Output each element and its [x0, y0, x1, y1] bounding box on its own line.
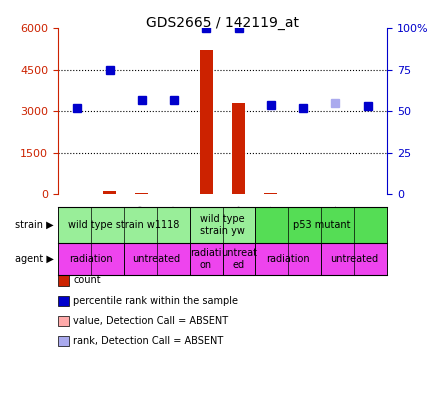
Bar	[232, 103, 245, 194]
Text: radiati
on: radiati on	[190, 248, 222, 270]
Bar	[135, 193, 148, 194]
Text: GDS2665 / 142119_at: GDS2665 / 142119_at	[146, 16, 299, 30]
Text: rank, Detection Call = ABSENT: rank, Detection Call = ABSENT	[73, 336, 224, 346]
Text: percentile rank within the sample: percentile rank within the sample	[73, 296, 239, 305]
Text: untreated: untreated	[133, 254, 181, 264]
Text: p53 mutant: p53 mutant	[292, 220, 350, 230]
Bar	[264, 193, 277, 194]
Text: wild type
strain yw: wild type strain yw	[200, 214, 245, 236]
Text: radiation: radiation	[69, 254, 113, 264]
Text: strain ▶: strain ▶	[15, 220, 53, 230]
Text: wild type strain w1118: wild type strain w1118	[68, 220, 179, 230]
Text: agent ▶: agent ▶	[15, 254, 53, 264]
Text: untreated: untreated	[330, 254, 378, 264]
Text: count: count	[73, 275, 101, 285]
Text: value, Detection Call = ABSENT: value, Detection Call = ABSENT	[73, 316, 229, 326]
Text: radiation: radiation	[267, 254, 310, 264]
Bar	[103, 191, 116, 194]
Text: untreat
ed: untreat ed	[221, 248, 257, 270]
Bar	[200, 51, 213, 194]
